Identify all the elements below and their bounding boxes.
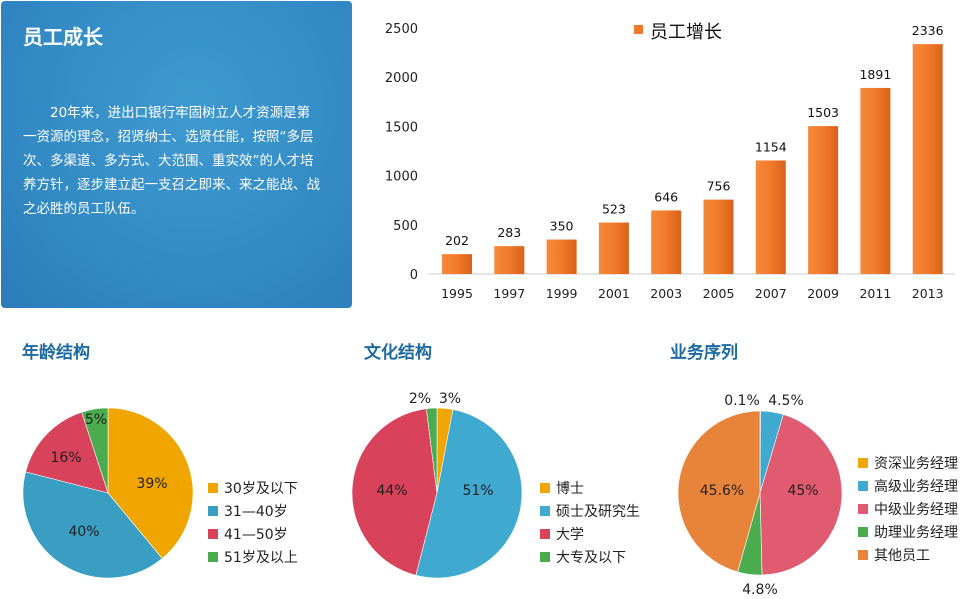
- slice-label: 51%: [462, 483, 493, 499]
- x-tick-label: 2007: [755, 286, 787, 301]
- x-tick-label: 1997: [493, 286, 525, 301]
- legend-swatch: [540, 529, 550, 539]
- y-tick-label: 500: [393, 219, 418, 234]
- legend-swatch: [858, 550, 868, 560]
- legend-label: 30岁及以下: [224, 481, 298, 497]
- y-tick-label: 2000: [385, 71, 418, 86]
- legend-swatch: [634, 25, 643, 34]
- bar: [808, 126, 839, 274]
- legend-label: 员工增长: [650, 22, 722, 43]
- data-label: 756: [707, 179, 731, 194]
- y-tick-label: 1000: [385, 170, 418, 185]
- pie-slice: [415, 409, 523, 579]
- pie-slice: [677, 410, 761, 573]
- data-label: 283: [497, 225, 521, 240]
- x-tick-label: 1995: [441, 286, 473, 301]
- legend-label: 高级业务经理: [874, 478, 958, 495]
- slice-label: 16%: [50, 450, 81, 466]
- legend-swatch: [858, 458, 868, 468]
- slice-label: 0.1%: [724, 393, 760, 409]
- panel-title: 员工成长: [23, 25, 103, 49]
- legend-label: 51岁及以上: [224, 550, 298, 566]
- x-tick-label: 2011: [859, 286, 891, 301]
- slice-label: 45.6%: [700, 483, 744, 499]
- bar: [912, 44, 943, 274]
- legend-label: 硕士及研究生: [556, 504, 640, 520]
- legend-swatch: [208, 529, 218, 539]
- legend-label: 博士: [556, 480, 584, 497]
- bar: [860, 87, 891, 274]
- legend-label: 中级业务经理: [874, 502, 958, 518]
- legend-swatch: [208, 552, 218, 562]
- slice-label: 40%: [68, 524, 99, 540]
- legend-swatch: [208, 483, 218, 493]
- y-tick-label: 1500: [385, 120, 418, 135]
- slice-label: 39%: [136, 476, 167, 492]
- bar: [651, 210, 682, 274]
- data-label: 2336: [912, 23, 944, 38]
- y-tick-label: 2500: [385, 22, 418, 37]
- legend-label: 助理业务经理: [874, 525, 958, 541]
- data-label: 350: [550, 219, 574, 234]
- legend-swatch: [858, 481, 868, 491]
- legend-label: 41—50岁: [224, 527, 288, 543]
- data-label: 646: [654, 189, 678, 204]
- age-title: 年龄结构: [22, 343, 90, 363]
- slice-label: 4.5%: [768, 393, 804, 409]
- legend-swatch: [208, 506, 218, 516]
- slice-label: 5%: [85, 412, 107, 428]
- data-label: 202: [445, 233, 469, 248]
- pie-slice: [426, 407, 438, 494]
- data-label: 523: [602, 202, 626, 217]
- legend-label: 其他员工: [874, 548, 930, 564]
- data-label: 1503: [807, 105, 839, 120]
- legend-swatch: [540, 483, 550, 493]
- business-title: 业务序列: [670, 343, 738, 363]
- bar: [442, 254, 472, 274]
- x-tick-label: 2013: [912, 286, 944, 301]
- legend-label: 大专及以下: [556, 550, 626, 566]
- slice-label: 2%: [409, 391, 431, 407]
- pie-slice: [81, 407, 109, 494]
- data-label: 1154: [755, 139, 787, 154]
- slice-label: 44%: [376, 483, 407, 499]
- x-tick-label: 2001: [598, 286, 630, 301]
- pie-slice: [107, 407, 194, 559]
- legend-label: 资深业务经理: [874, 456, 958, 472]
- bar: [598, 222, 629, 274]
- bar: [755, 160, 786, 274]
- data-label: 1891: [859, 67, 891, 82]
- x-tick-label: 2005: [703, 286, 735, 301]
- pie-slice: [22, 471, 163, 579]
- x-tick-label: 1999: [546, 286, 578, 301]
- bar: [703, 199, 734, 274]
- legend-swatch: [858, 527, 868, 537]
- bar: [494, 246, 525, 274]
- legend-swatch: [540, 552, 550, 562]
- pie-slice: [351, 408, 438, 576]
- legend-swatch: [858, 504, 868, 514]
- slice-label: 45%: [787, 483, 818, 499]
- y-tick-label: 0: [410, 268, 418, 283]
- panel-body: 20年来，进出口银行牢固树立人才资源是第一资源的理念，招贤纳士、选贤任能，按照“…: [23, 105, 320, 217]
- bar: [546, 239, 577, 274]
- x-tick-label: 2003: [650, 286, 682, 301]
- slice-label: 4.8%: [742, 582, 778, 598]
- slice-label: 3%: [439, 391, 461, 407]
- pie-slice: [759, 414, 843, 576]
- legend-label: 31—40岁: [224, 504, 288, 520]
- x-tick-label: 2009: [807, 286, 839, 301]
- pie-slice: [25, 411, 109, 494]
- intro-panel: 员工成长 20年来，进出口银行牢固树立人才资源是第一资源的理念，招贤纳士、选贤任…: [1, 1, 352, 308]
- legend-label: 大学: [556, 527, 584, 543]
- legend-swatch: [540, 506, 550, 516]
- education-title: 文化结构: [364, 343, 432, 363]
